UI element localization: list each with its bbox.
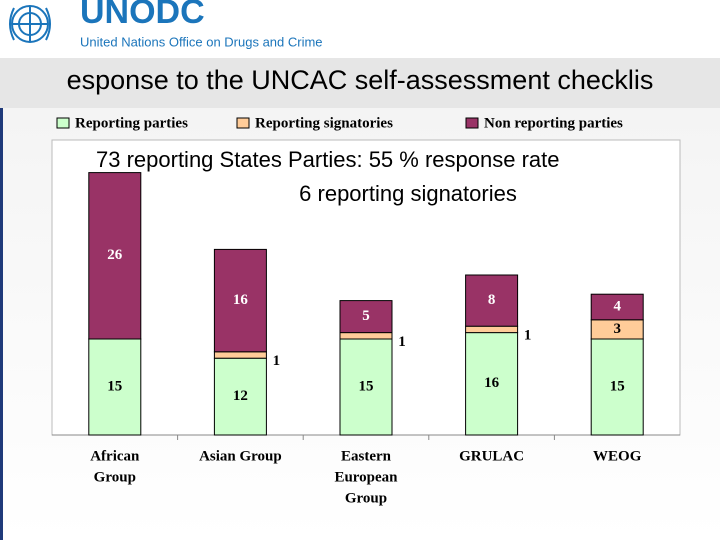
left-stripe bbox=[0, 108, 3, 540]
value-label: 8 bbox=[488, 292, 496, 308]
x-tick-label: Group bbox=[345, 490, 387, 506]
value-label: 16 bbox=[484, 375, 500, 391]
annotation: 73 reporting States Parties: 55 % respon… bbox=[96, 147, 559, 172]
un-emblem bbox=[9, 5, 51, 43]
bar-segment bbox=[339, 338, 393, 436]
value-label: 15 bbox=[610, 378, 625, 394]
legend-swatch bbox=[465, 117, 479, 129]
legend-label: Reporting parties bbox=[75, 115, 188, 131]
value-label: 1 bbox=[273, 353, 281, 369]
legend-label: Reporting signatories bbox=[255, 115, 393, 131]
x-tick-label: Group bbox=[94, 469, 136, 485]
value-label: 15 bbox=[359, 378, 374, 394]
x-tick-label: European bbox=[334, 469, 398, 485]
value-label: 3 bbox=[613, 321, 621, 337]
value-label: 4 bbox=[613, 298, 621, 314]
bar-segment bbox=[339, 332, 393, 340]
x-tick-label: WEOG bbox=[593, 448, 642, 464]
bar-segment bbox=[465, 274, 519, 327]
value-label: 16 bbox=[233, 292, 249, 308]
value-label: 15 bbox=[107, 378, 122, 394]
bar-segment bbox=[213, 357, 267, 436]
logo-name: United Nations Office on Drugs and Crime bbox=[80, 34, 323, 49]
bar-segment bbox=[88, 172, 142, 340]
bar-segment bbox=[465, 332, 519, 436]
legend-label: Non reporting parties bbox=[484, 115, 623, 131]
bar-segment bbox=[590, 338, 644, 436]
x-tick-label: Asian Group bbox=[199, 448, 282, 464]
x-tick-label: GRULAC bbox=[459, 448, 524, 464]
x-tick-label: Eastern bbox=[341, 448, 392, 464]
annotation: 6 reporting signatories bbox=[299, 181, 517, 206]
bar-segment bbox=[213, 351, 267, 359]
legend-swatch bbox=[56, 117, 70, 129]
title-bar bbox=[0, 58, 720, 108]
value-label: 1 bbox=[398, 334, 406, 350]
value-label: 26 bbox=[107, 247, 123, 263]
bar-segment bbox=[339, 300, 393, 334]
value-label: 1 bbox=[524, 328, 532, 344]
bar-segment bbox=[590, 293, 644, 321]
bar-segment bbox=[465, 325, 519, 334]
value-label: 5 bbox=[362, 308, 370, 324]
bar-segment bbox=[213, 248, 267, 353]
legend-swatch bbox=[236, 117, 250, 129]
slide-title: esponse to the UNCAC self-assessment che… bbox=[67, 65, 654, 95]
logo-acronym: UNODC bbox=[80, 0, 205, 31]
value-label: 12 bbox=[233, 388, 248, 404]
x-tick-label: African bbox=[90, 448, 140, 464]
